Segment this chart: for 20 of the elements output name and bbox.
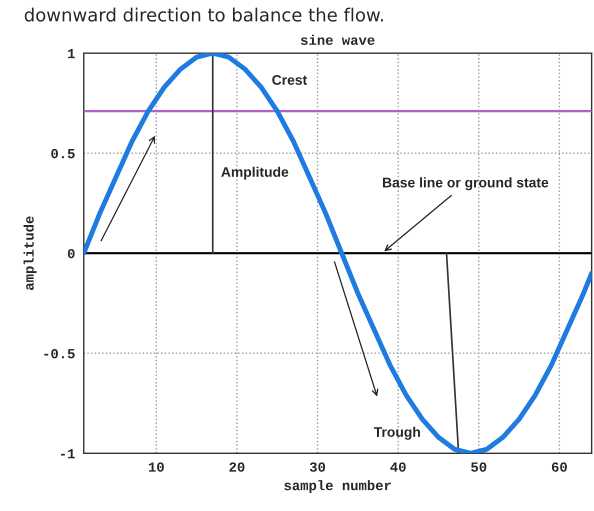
annotation: Crest [272,75,308,85]
line-series [84,53,592,454]
x-tick-label: 50 [471,462,486,472]
y-tick-label: -0.5 [44,348,75,358]
annotation: Base line or ground state [382,177,548,190]
text: downward direction to balance the flow. [24,8,383,22]
x-tick-label: 60 [552,462,567,472]
x-axis-title: sample number [284,480,391,494]
y-axis-title: amplitude [24,216,37,290]
x-tick-label: 40 [390,462,406,472]
x-tick-label: 10 [148,462,164,472]
x-tick-label: 30 [310,462,326,472]
y-tick-label: 0.5 [51,148,75,158]
y-tick-label: 1 [68,49,75,58]
annotation: Amplitude [221,166,288,180]
y-tick-label: 0 [68,248,75,258]
y-tick-label: -1 [60,449,75,458]
chart-title: sine wave [301,34,375,45]
x-tick-label: 20 [229,462,244,472]
annotation: Trough [374,426,420,440]
